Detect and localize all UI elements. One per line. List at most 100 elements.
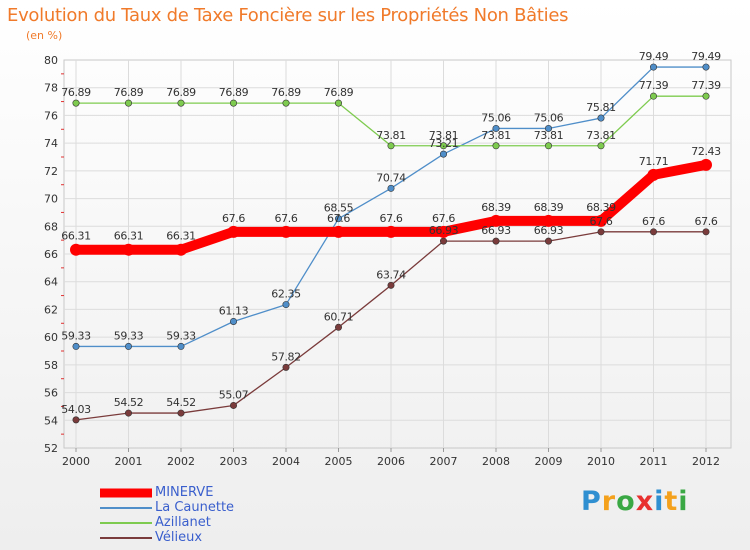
data-point: [122, 243, 135, 256]
x-tick-label: 2004: [272, 455, 300, 468]
data-label: 67.6: [590, 215, 613, 228]
data-point: [544, 124, 552, 132]
data-point: [702, 63, 710, 71]
data-point: [544, 142, 552, 150]
x-tick-label: 2002: [167, 455, 195, 468]
data-point: [439, 142, 447, 150]
data-point: [280, 225, 292, 238]
data-point: [597, 142, 605, 150]
data-label: 76.89: [219, 86, 249, 99]
y-tick-label: 68: [44, 220, 58, 233]
data-label: 73.81: [481, 129, 511, 142]
x-tick-label: 2006: [377, 455, 405, 468]
data-point: [177, 99, 185, 107]
data-label: 76.89: [61, 86, 91, 99]
data-point: [332, 225, 345, 238]
y-tick-label: 80: [44, 54, 58, 67]
legend-label: La Caunette: [155, 500, 235, 515]
data-point: [177, 409, 185, 417]
data-point: [230, 401, 238, 409]
x-tick-label: 2009: [535, 455, 563, 468]
logo-letter: x: [635, 486, 655, 517]
data-point: [492, 142, 500, 150]
data-label: 75.06: [534, 111, 564, 124]
data-point: [230, 99, 238, 107]
data-point: [72, 342, 80, 350]
data-point: [544, 237, 552, 245]
data-label: 66.31: [166, 230, 196, 243]
y-tick-label: 52: [44, 442, 58, 455]
data-point: [542, 214, 555, 227]
data-label: 67.6: [695, 215, 718, 228]
data-label: 73.81: [586, 129, 616, 142]
data-label: 73.81: [376, 129, 406, 142]
data-label: 66.31: [114, 230, 144, 243]
data-label: 73.81: [429, 129, 459, 142]
legend-swatch: [100, 536, 152, 539]
data-point: [387, 281, 395, 289]
data-label: 66.31: [61, 230, 91, 243]
data-point: [125, 409, 133, 417]
data-point: [702, 228, 710, 236]
legend-swatch: [100, 521, 152, 524]
data-label: 66.93: [481, 224, 511, 237]
x-tick-label: 2003: [220, 455, 248, 468]
data-point: [282, 363, 290, 371]
data-point: [649, 228, 657, 236]
data-label: 76.89: [271, 86, 301, 99]
data-label: 79.49: [691, 50, 721, 63]
data-label: 61.13: [219, 304, 249, 317]
y-tick-label: 62: [44, 303, 58, 316]
data-label: 68.39: [481, 201, 511, 214]
data-label: 54.52: [114, 396, 144, 409]
data-point: [175, 243, 187, 256]
data-label: 55.07: [219, 388, 249, 401]
data-point: [439, 150, 447, 158]
legend-label: Azillanet: [155, 515, 211, 530]
logo-letter: t: [664, 486, 679, 517]
y-tick-label: 66: [44, 248, 58, 261]
data-label: 54.03: [61, 403, 91, 416]
data-point: [282, 301, 290, 309]
x-tick-label: 2008: [482, 455, 510, 468]
y-tick-label: 76: [44, 109, 58, 122]
data-label: 63.74: [376, 268, 406, 281]
data-point: [334, 323, 342, 331]
data-label: 75.06: [481, 111, 511, 124]
data-point: [702, 92, 710, 100]
x-tick-label: 2010: [587, 455, 615, 468]
data-point: [597, 228, 605, 236]
data-point: [492, 237, 500, 245]
data-label: 75.81: [586, 101, 616, 114]
data-point: [647, 168, 660, 181]
data-label: 76.89: [166, 86, 196, 99]
data-point: [227, 225, 240, 238]
data-label: 67.6: [275, 212, 298, 225]
data-point: [230, 317, 238, 325]
x-tick-label: 2005: [325, 455, 353, 468]
data-label: 59.33: [114, 329, 144, 342]
logo-letter: P: [581, 486, 602, 517]
data-point: [387, 142, 395, 150]
x-tick-label: 2012: [692, 455, 720, 468]
x-tick-label: 2011: [640, 455, 668, 468]
data-label: 67.6: [642, 215, 665, 228]
data-label: 77.39: [639, 79, 669, 92]
logo-letter: o: [616, 486, 636, 517]
data-point: [700, 158, 712, 171]
y-tick-label: 70: [44, 193, 58, 206]
data-point: [125, 99, 133, 107]
data-label: 79.49: [639, 50, 669, 63]
data-label: 60.71: [324, 310, 354, 323]
legend-label: Vélieux: [155, 530, 203, 545]
data-label: 59.33: [61, 329, 91, 342]
data-label: 67.6: [327, 212, 350, 225]
logo-letter: i: [654, 486, 665, 517]
legend-label: MINERVE: [155, 485, 214, 500]
data-label: 59.33: [166, 329, 196, 342]
logo-letter: i: [678, 486, 689, 517]
data-label: 66.93: [429, 224, 459, 237]
x-tick-label: 2007: [430, 455, 458, 468]
data-point: [385, 225, 397, 238]
legend-swatch: [100, 506, 152, 509]
